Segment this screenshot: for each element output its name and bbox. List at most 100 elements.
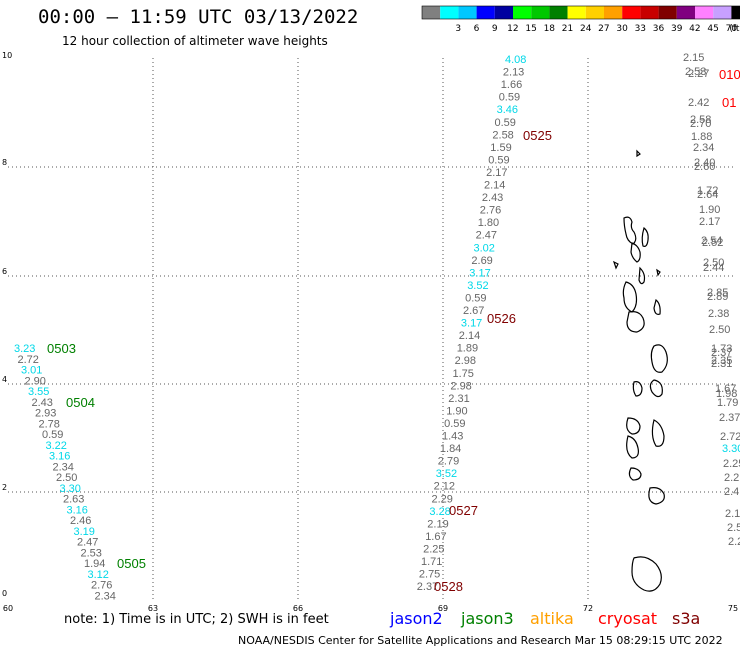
swh-value: 2.14: [484, 180, 505, 192]
swh-value: 2.52: [702, 237, 723, 249]
swh-value: 0.59: [499, 92, 520, 104]
pass-time: 0505: [117, 556, 146, 571]
swh-value: 4.08: [505, 54, 526, 66]
swh-value: 1.59: [490, 142, 511, 154]
swh-value: 2.79: [438, 456, 459, 468]
swh-value: 3.17: [469, 267, 490, 279]
swh-value: 2.47: [77, 537, 98, 549]
swh-value: 1.94: [84, 558, 105, 570]
swh-value: 2.69: [471, 255, 492, 267]
swh-value: 2.35: [711, 355, 732, 367]
scale-swatch: [695, 6, 714, 19]
satellite-s3a: s3a: [672, 609, 701, 628]
swh-value: 3.30: [60, 483, 81, 495]
swh-value: 1.67: [425, 531, 446, 543]
swh-value: 2.34: [53, 461, 74, 473]
swh-value: 2.19: [427, 518, 448, 530]
swh-value: 2.93: [35, 408, 56, 420]
scale-swatch: [640, 6, 659, 19]
lon-label: 69: [438, 604, 448, 613]
scale-swatch: [585, 6, 604, 19]
swh-value: 2.34: [693, 142, 714, 154]
atoll-outline: [648, 487, 665, 505]
lat-label: 10: [2, 51, 12, 60]
swh-value: 1.71: [421, 556, 442, 568]
swh-value: 2.43: [482, 192, 503, 204]
swh-value: 1.88: [691, 131, 712, 143]
map-subtitle: 12 hour collection of altimeter wave hei…: [62, 34, 328, 48]
swh-value: 2.42: [688, 97, 709, 109]
swh-value: 2.53: [685, 66, 706, 78]
scale-label: 33: [635, 24, 646, 34]
swh-value: 2.78: [39, 418, 60, 430]
swh-value: 1.72: [697, 185, 718, 197]
scale-swatch: [713, 6, 732, 19]
scale-swatch: [622, 6, 641, 19]
swh-value: 2.17: [699, 216, 720, 228]
swh-value: 2.67: [463, 305, 484, 317]
swh-value: 2.76: [91, 580, 112, 592]
swh-value: 2.5: [727, 522, 740, 534]
scale-label: 3: [455, 24, 461, 34]
swh-value: 1.89: [457, 343, 478, 355]
swh-value: 2.54: [701, 235, 722, 247]
swh-value: 2.25: [723, 458, 740, 470]
scale-label: 39: [671, 24, 683, 34]
scale-swatch: [658, 6, 677, 19]
scale-label: 45: [707, 24, 718, 34]
swh-value: 1.90: [699, 204, 720, 216]
atoll-outline: [638, 266, 646, 285]
lon-label: 75: [728, 604, 738, 613]
swh-value: 2.50: [703, 257, 724, 269]
atoll-outline: [651, 419, 665, 447]
satellite-jason2: jason2: [390, 609, 443, 628]
swh-value: 2.25: [423, 543, 444, 555]
footnote: note: 1) Time is in UTC; 2) SWH is in fe…: [64, 612, 329, 627]
swh-value: 2.63: [63, 494, 84, 506]
swh-value: 3.22: [46, 440, 67, 452]
scale-swatch: [549, 6, 568, 19]
atoll-outline: [650, 344, 668, 373]
swh-value: 2.58: [492, 129, 513, 141]
atoll-outline: [628, 467, 642, 481]
swh-value: 3.19: [74, 526, 95, 538]
swh-value: 2.76: [480, 205, 501, 217]
scale-swatch: [494, 6, 513, 19]
atoll-outline: [656, 268, 661, 277]
scale-swatch: [458, 6, 477, 19]
swh-value: 0.59: [444, 418, 465, 430]
swh-value: 2.90: [25, 375, 46, 387]
pass-time: 0503: [47, 341, 76, 356]
scale-label: 42: [689, 24, 700, 34]
pass-time: 0504: [66, 395, 95, 410]
scale-swatch: [731, 6, 740, 19]
scale-unit: (ft): [729, 24, 740, 34]
swh-value: 3.52: [436, 468, 457, 480]
atoll-outline: [632, 381, 643, 397]
swh-value: 2.37: [711, 347, 732, 359]
atoll-outline: [631, 556, 662, 592]
swh-value: 2.98: [455, 355, 476, 367]
altimeter-tracks: 3.232.723.012.903.552.432.932.780.593.22…: [14, 52, 740, 602]
swh-value: 1.43: [442, 431, 463, 443]
swh-value: 2.70: [690, 118, 711, 130]
swh-value: 2.50: [56, 472, 77, 484]
lon-label: 66: [293, 604, 303, 613]
swh-value: 1.79: [717, 397, 738, 409]
scale-swatch: [567, 6, 586, 19]
swh-value: 1.80: [478, 217, 499, 229]
swh-value: 2.43: [32, 397, 53, 409]
swh-value: 1.75: [453, 368, 474, 380]
swh-value: 3.17: [461, 318, 482, 330]
swh-value: 2.15: [683, 52, 704, 64]
scale-label: 12: [507, 24, 518, 34]
swh-value: 2.64: [697, 189, 718, 201]
lat-lon-grid: 10 8 6 4 2 0 60 63 66 69 72 75: [2, 51, 738, 613]
satellite-altika: altika: [530, 609, 574, 628]
swh-value: 2.98: [450, 380, 471, 392]
swh-value: 0.59: [488, 154, 509, 166]
pass-time: 010: [719, 67, 740, 82]
swh-value: 2.72: [18, 354, 39, 366]
scale-swatch: [531, 6, 550, 19]
swh-value: 2.27: [688, 68, 709, 80]
